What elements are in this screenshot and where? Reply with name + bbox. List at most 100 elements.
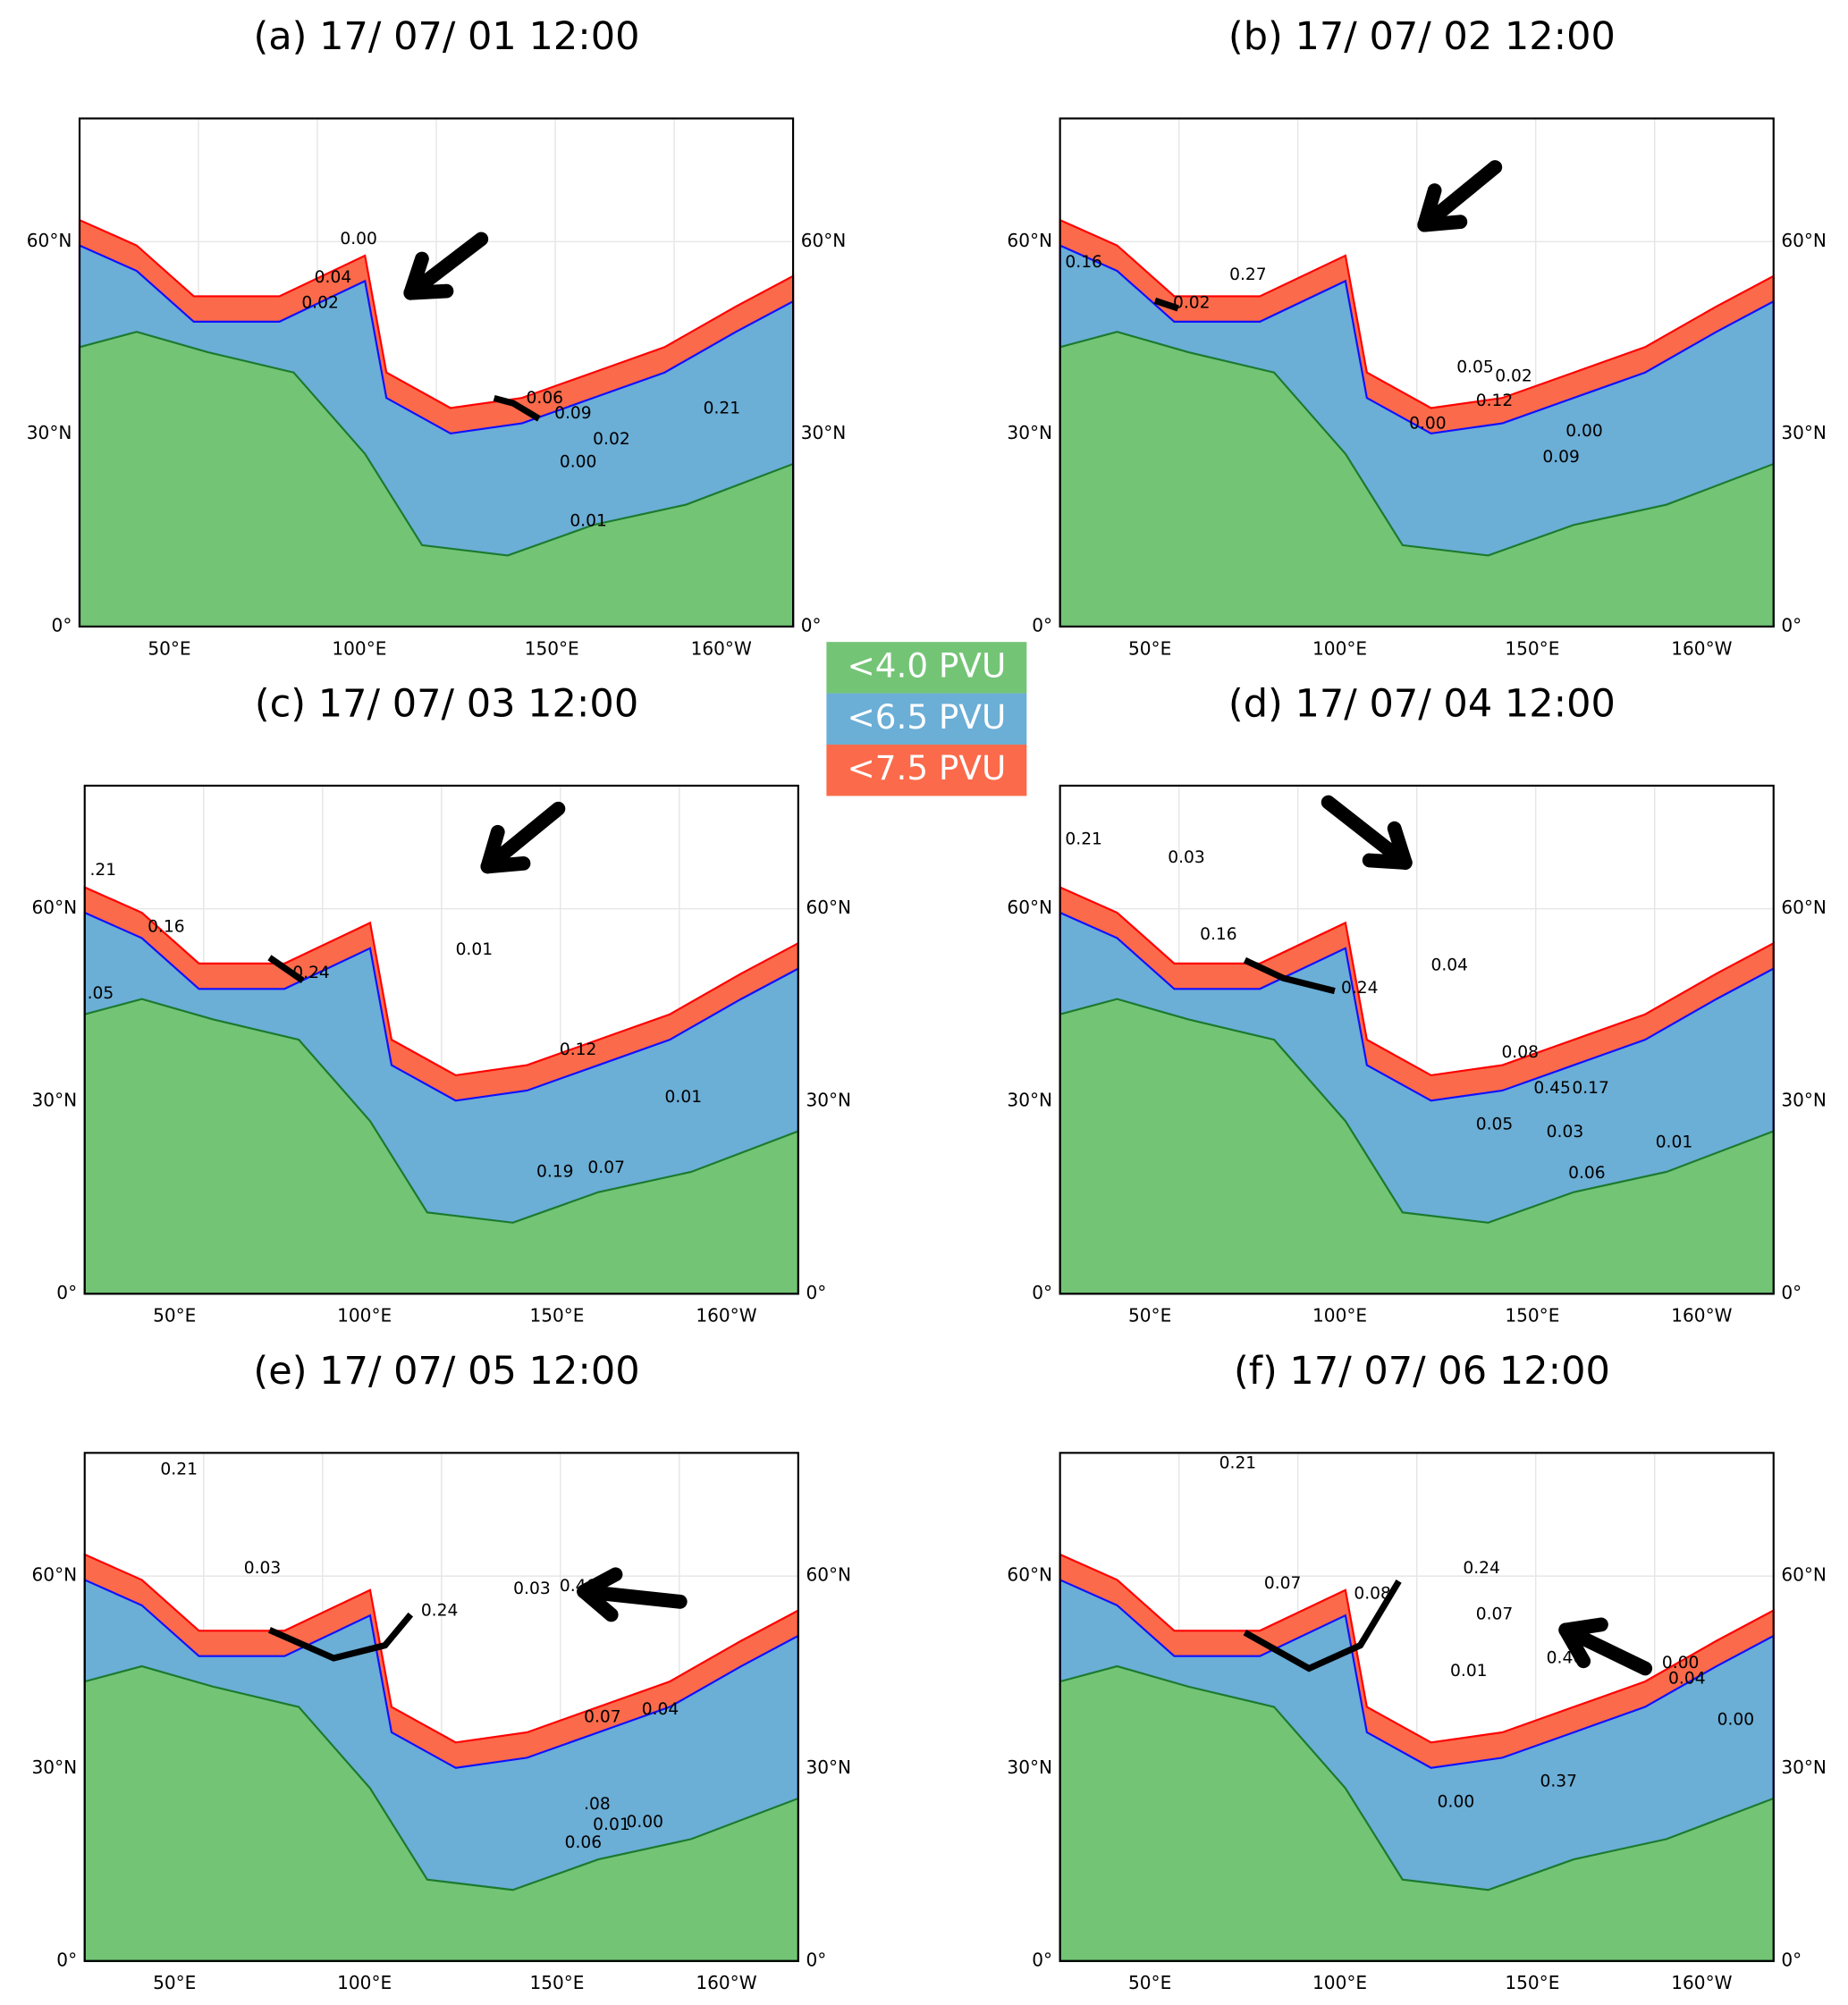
arrow-shaft xyxy=(1417,160,1503,232)
y-tick-label: 0° xyxy=(1781,614,1802,636)
track-label: 0.12 xyxy=(560,1040,597,1059)
track-label: 0.06 xyxy=(565,1833,603,1852)
track-label: 0.00 xyxy=(626,1813,663,1832)
arrow-shaft xyxy=(480,801,566,874)
y-tick-label: 60°N xyxy=(806,1564,851,1586)
legend-label: <6.5 PVU xyxy=(847,697,1006,737)
y-tick-label: 30°N xyxy=(1781,1756,1827,1778)
x-tick-label: 160°W xyxy=(1671,637,1732,659)
y-tick-label: 0° xyxy=(806,1282,826,1303)
map-frame xyxy=(1059,784,1775,1295)
y-tick-label: 60°N xyxy=(1781,1564,1827,1586)
x-tick-label: 50°E xyxy=(1128,1972,1171,1993)
x-tick-label: 100°E xyxy=(337,1305,392,1327)
x-tick-label: 150°E xyxy=(1505,1305,1559,1327)
track-label: 0.04 xyxy=(642,1700,679,1719)
x-tick-label: 50°E xyxy=(153,1972,196,1993)
track-label: 0.27 xyxy=(1229,265,1267,284)
track-label: 0.07 xyxy=(1476,1605,1514,1624)
track-label: 0.04 xyxy=(1668,1669,1706,1688)
track-label: 0.24 xyxy=(421,1601,459,1620)
y-tick-label: 0° xyxy=(801,614,822,636)
map-frame xyxy=(1059,117,1775,628)
arrow-shaft xyxy=(403,232,489,300)
track-label: 0.02 xyxy=(593,430,630,449)
track-label: 0.21 xyxy=(160,1460,198,1478)
track-label: 0.07 xyxy=(584,1708,621,1727)
track-label: 0.21 xyxy=(704,399,741,417)
track-label: 0.12 xyxy=(1476,392,1514,410)
track-label: 0.03 xyxy=(513,1580,551,1598)
y-tick-label: 0° xyxy=(56,1282,77,1303)
y-tick-label: 0° xyxy=(52,614,72,636)
track-label: 0.06 xyxy=(1568,1164,1606,1183)
track-label: .21 xyxy=(89,861,116,880)
track-label: 0.01 xyxy=(1656,1133,1693,1151)
arrow-head xyxy=(577,1567,623,1599)
y-tick-label: 0° xyxy=(56,1949,77,1970)
track-label: 0.05 xyxy=(1456,358,1494,376)
track-label: 0.45 xyxy=(1533,1079,1571,1098)
track-label: 0.03 xyxy=(244,1559,282,1578)
track-label: 0.00 xyxy=(1717,1710,1755,1729)
legend-swatch xyxy=(826,744,1027,796)
y-tick-label: 60°N xyxy=(1781,897,1827,918)
x-tick-label: 100°E xyxy=(1312,1972,1367,1993)
map-panel: (c) 17/ 07/ 03 12:00 50°E 100°E 150°E 160°W 6… xyxy=(32,681,852,1326)
x-tick-label: 100°E xyxy=(332,637,386,659)
track xyxy=(1243,956,1336,995)
track-label: 0.01 xyxy=(593,1815,630,1834)
y-tick-label: 30°N xyxy=(1007,1756,1052,1778)
y-tick-label: 30°N xyxy=(801,422,847,443)
x-tick-label: 160°W xyxy=(691,637,752,659)
arrow-head xyxy=(1558,1617,1608,1638)
track-label: 0.01 xyxy=(1450,1662,1488,1681)
x-tick-label: 50°E xyxy=(148,637,190,659)
map-panel: (f) 17/ 07/ 06 12:00 50°E 100°E 150°E 160°W 6… xyxy=(1007,1349,1827,1993)
track-label: .08 xyxy=(584,1795,611,1814)
x-tick-label: 100°E xyxy=(1312,1305,1367,1327)
track-label: 0.21 xyxy=(1065,830,1102,849)
map-frame xyxy=(83,1452,799,1962)
track xyxy=(267,1612,414,1662)
y-tick-label: 0° xyxy=(1032,1282,1052,1303)
track-label: 0.21 xyxy=(1219,1453,1257,1472)
track-label: 0.06 xyxy=(527,389,564,408)
y-tick-label: 60°N xyxy=(32,897,78,918)
track-label: 0.24 xyxy=(292,964,330,982)
map-panel: (e) 17/ 07/ 05 12:00 50°E 100°E 150°E 160°W 6… xyxy=(32,1349,852,1993)
x-tick-label: 150°E xyxy=(529,1972,584,1993)
track-label: 0.00 xyxy=(340,230,377,249)
legend: <4.0 PVU <6.5 PVU <7.5 PVU xyxy=(826,642,1027,796)
track-label: 0.37 xyxy=(1540,1772,1578,1790)
track xyxy=(1153,297,1179,312)
x-tick-label: 150°E xyxy=(525,637,579,659)
x-tick-label: 150°E xyxy=(1505,637,1559,659)
track-label: 0.46 xyxy=(1547,1648,1584,1667)
track-label: 0.17 xyxy=(1572,1079,1609,1098)
track-label: 0.00 xyxy=(1662,1654,1700,1672)
y-tick-label: 30°N xyxy=(1007,422,1052,443)
arrow-shaft xyxy=(1321,795,1413,870)
track-label: 0.07 xyxy=(1264,1574,1302,1593)
y-tick-label: 60°N xyxy=(1007,1564,1052,1586)
y-tick-label: 60°N xyxy=(1007,897,1052,918)
track-label: 0.08 xyxy=(1501,1043,1539,1062)
track xyxy=(493,394,541,422)
track-label: 0.03 xyxy=(1168,848,1205,867)
panel-title: (b) 17/ 07/ 02 12:00 xyxy=(1228,14,1616,59)
track-label: 0.24 xyxy=(1341,979,1379,998)
track-label: 0.16 xyxy=(148,917,185,936)
y-tick-label: 60°N xyxy=(32,1564,78,1586)
track-label: 0.02 xyxy=(1173,294,1211,313)
arrow-head xyxy=(1417,183,1442,232)
y-tick-label: 0° xyxy=(1781,1282,1802,1303)
arrow-shaft xyxy=(577,1584,688,1609)
legend-swatch xyxy=(826,693,1027,745)
map-panel: (a) 17/ 07/ 01 12:00 50°E 100°E 150°E 160°W 6… xyxy=(27,14,847,659)
map-panel: (b) 17/ 07/ 02 12:00 50°E 100°E 150°E 160°W 6… xyxy=(1007,14,1827,659)
arrow-head xyxy=(480,824,505,874)
track xyxy=(1243,1580,1402,1672)
legend-swatch xyxy=(826,642,1027,694)
map-frame xyxy=(78,117,795,628)
